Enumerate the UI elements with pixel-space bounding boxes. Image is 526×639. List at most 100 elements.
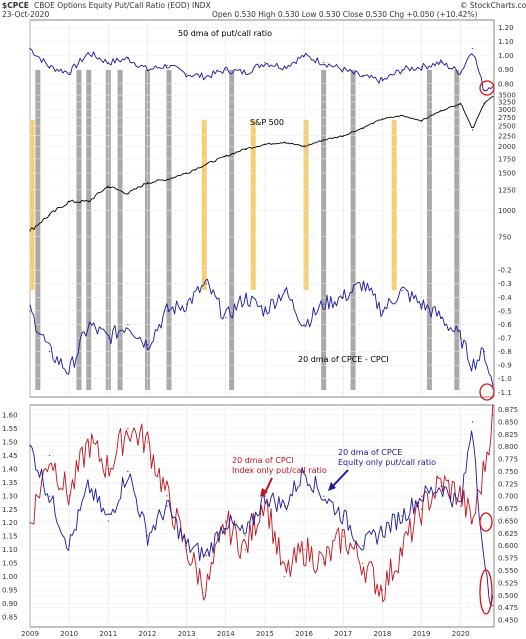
highlight-bands: [29, 70, 460, 390]
series-cpce-20dma-point-0: [29, 446, 31, 448]
pc-tick-0.90: 0.90: [498, 66, 514, 74]
annotations: 50 dma of put/call ratio S&P 500 20 dma of…: [178, 29, 495, 615]
gold-band-0: [29, 120, 35, 290]
x-tick-2018: 2018: [373, 630, 391, 638]
series-cpci-20dma-point-17: [362, 562, 364, 564]
spx-tick-2000: 2000: [498, 143, 516, 151]
mid-tick--1.0: -1.0: [498, 375, 512, 383]
series-spx: [29, 96, 493, 231]
right-tick-0.875: 0.875: [498, 406, 518, 414]
right-tick-0.675: 0.675: [498, 505, 518, 513]
series-cpci-20dma-point-1: [48, 454, 51, 457]
series-cpce-20dma-point-11: [244, 535, 246, 537]
series-spx-point-6: [146, 182, 149, 184]
left-tick-0.95: 0.95: [2, 587, 18, 595]
lower-panel-frame: [29, 404, 495, 628]
series-putcall-50dma-point-12: [264, 62, 266, 64]
series-putcall-50dma-point-23: [471, 48, 474, 50]
series-cpce-20dma-point-12: [264, 495, 266, 497]
spx-tick-2500: 2500: [498, 123, 516, 131]
series-spx-point-12: [264, 143, 266, 145]
series-spx-point-14: [303, 145, 305, 148]
series-cpci-20dma-point-9: [205, 589, 207, 591]
right-tick-0.775: 0.775: [498, 456, 518, 464]
series-cpce-minus-cpci-point-21: [440, 317, 442, 319]
series-spx-point-23: [471, 129, 474, 131]
series-cpce-minus-cpci-point-7: [166, 310, 168, 312]
series-cpce-minus-cpci-point-6: [146, 344, 149, 346]
series-putcall-50dma-point-6: [146, 69, 149, 71]
spx-tick-750: 750: [498, 233, 511, 241]
spx-tick-3000: 3000: [498, 106, 516, 114]
series-cpce-20dma-point-3: [88, 485, 90, 487]
annotation-cpce-line1: 20 dma of CPCE: [338, 448, 402, 457]
left-tick-1.50: 1.50: [2, 438, 18, 446]
series-putcall-50dma-point-4: [107, 62, 109, 64]
series-spx-point-0: [29, 230, 31, 232]
series-spx-point-5: [127, 192, 129, 195]
series-cpce-20dma-point-7: [166, 505, 168, 507]
series-spx-point-22: [460, 102, 462, 104]
left-tick-0.90: 0.90: [2, 600, 18, 608]
x-tick-2009: 2009: [21, 630, 39, 638]
left-tick-1.35: 1.35: [2, 479, 18, 487]
series-cpci-20dma-point-2: [68, 495, 70, 497]
series-putcall-50dma-point-1: [48, 66, 51, 68]
series-cpci-20dma-point-5: [127, 427, 129, 430]
gold-band-3: [303, 120, 309, 290]
series-cpce-20dma-point-10: [225, 520, 227, 522]
series-cpce-20dma-point-1: [48, 495, 51, 497]
right-tick-0.700: 0.700: [498, 493, 518, 501]
gold-band-2: [250, 120, 256, 290]
right-tick-0.750: 0.750: [498, 468, 518, 476]
series-spx-point-1: [48, 214, 51, 216]
mid-tick--0.3: -0.3: [498, 280, 512, 288]
series-cpci-20dma-point-20: [420, 508, 423, 510]
left-tick-1.05: 1.05: [2, 560, 18, 568]
left-tick-1.10: 1.10: [2, 546, 18, 554]
left-tick-1.40: 1.40: [2, 465, 18, 473]
x-tick-2016: 2016: [295, 630, 313, 638]
right-tick-0.500: 0.500: [498, 592, 518, 600]
series-cpce-20dma-point-20: [420, 495, 423, 497]
series-cpce-20dma-point-17: [362, 545, 364, 547]
description-label: CBOE Options Equity Put/Call Ratio (EOD)…: [34, 1, 211, 10]
series-cpce-20dma-point-14: [303, 470, 305, 473]
series-cpci-20dma-point-3: [88, 441, 90, 443]
series-cpce-minus-cpci-point-14: [303, 323, 305, 326]
left-tick-1.25: 1.25: [2, 506, 18, 514]
series-putcall-50dma-point-10: [225, 69, 227, 71]
right-tick-0.450: 0.450: [498, 617, 518, 625]
series-cpce-minus-cpci-point-1: [48, 350, 51, 353]
series-spx-point-3: [88, 200, 90, 203]
gray-band-8: [321, 70, 327, 390]
series-cpci-20dma-point-19: [401, 549, 403, 551]
spx-tick-1500: 1500: [498, 170, 516, 178]
series-cpce-20dma-point-25: [492, 604, 494, 606]
series-putcall-50dma-point-16: [342, 69, 344, 71]
series-putcall-50dma-point-22: [460, 71, 462, 74]
gray-band-11: [454, 70, 460, 390]
series-cpce-20dma-point-4: [107, 520, 109, 522]
series-spx-point-18: [381, 118, 384, 120]
axis-ticks: 2009 2010 2011 2012 2013 2014 2015 2016 2017 2018…: [2, 24, 518, 638]
series-cpci-20dma-point-11: [244, 549, 246, 551]
series-putcall-50dma-point-2: [68, 71, 70, 74]
left-tick-0.85: 0.85: [2, 613, 18, 621]
right-tick-0.650: 0.650: [498, 517, 518, 525]
series-putcall-50dma-point-9: [205, 76, 207, 78]
series-cpce-20dma-point-23: [471, 421, 474, 423]
series-cpce-minus-cpci-point-19: [401, 289, 403, 292]
right-tick-0.600: 0.600: [498, 542, 518, 550]
highlight-circle-bottom-upper: [479, 512, 493, 532]
series-putcall-50dma-point-14: [303, 55, 305, 57]
gold-band-4: [391, 120, 397, 290]
spx-tick-1250: 1250: [498, 186, 516, 194]
series-spx-point-19: [401, 115, 403, 117]
right-tick-0.475: 0.475: [498, 604, 518, 612]
x-tick-2010: 2010: [60, 630, 78, 638]
spx-tick-2750: 2750: [498, 114, 516, 122]
mid-tick--0.7: -0.7: [498, 335, 512, 343]
right-tick-0.550: 0.550: [498, 567, 518, 575]
series-cpce-minus-cpci-point-15: [323, 303, 325, 305]
